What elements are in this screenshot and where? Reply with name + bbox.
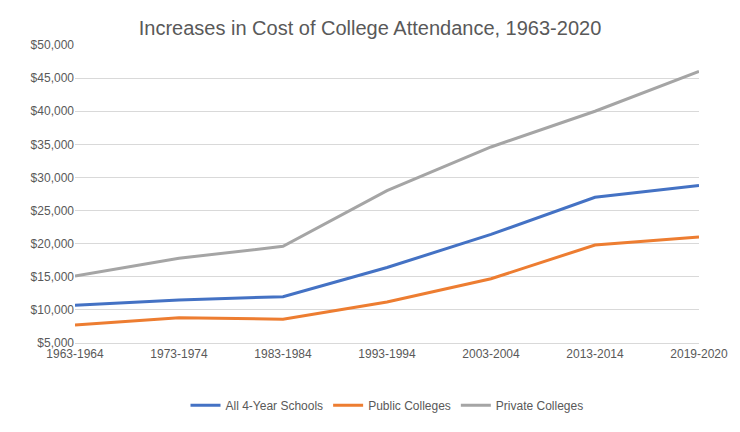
svg-text:$30,000: $30,000: [31, 171, 75, 185]
svg-text:1963-1964: 1963-1964: [46, 347, 104, 361]
svg-text:2013-2014: 2013-2014: [566, 347, 624, 361]
svg-text:1993-1994: 1993-1994: [358, 347, 416, 361]
svg-text:1973-1974: 1973-1974: [150, 347, 208, 361]
svg-text:$50,000: $50,000: [31, 38, 75, 52]
svg-text:2019-2020: 2019-2020: [670, 347, 728, 361]
svg-text:1983-1984: 1983-1984: [254, 347, 312, 361]
svg-text:$15,000: $15,000: [31, 270, 75, 284]
svg-text:$40,000: $40,000: [31, 104, 75, 118]
svg-text:$45,000: $45,000: [31, 71, 75, 85]
svg-text:Public Colleges: Public Colleges: [368, 399, 451, 413]
svg-text:All 4-Year Schools: All 4-Year Schools: [226, 399, 324, 413]
svg-text:Private Colleges: Private Colleges: [496, 399, 583, 413]
svg-text:$10,000: $10,000: [31, 303, 75, 317]
svg-text:Increases in Cost of College A: Increases in Cost of College Attendance,…: [139, 17, 602, 39]
svg-text:$35,000: $35,000: [31, 138, 75, 152]
svg-text:$25,000: $25,000: [31, 204, 75, 218]
svg-text:$5,000: $5,000: [37, 336, 74, 350]
svg-text:$20,000: $20,000: [31, 237, 75, 251]
svg-text:2003-2004: 2003-2004: [462, 347, 520, 361]
